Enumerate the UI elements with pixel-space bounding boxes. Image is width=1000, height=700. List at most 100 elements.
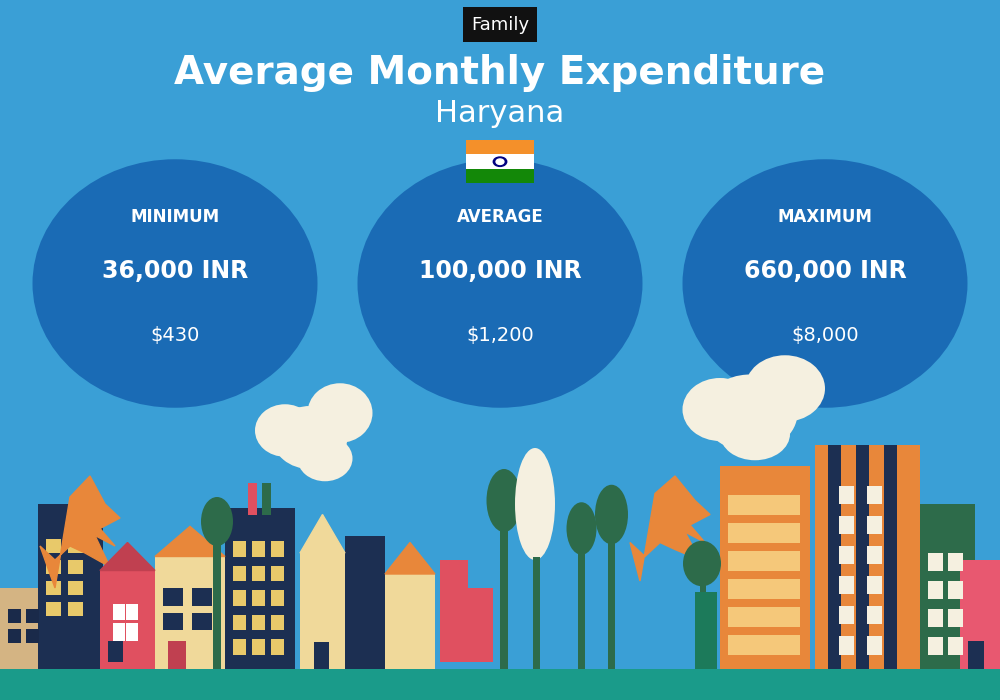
Bar — [46, 539, 61, 553]
Bar — [960, 560, 1000, 668]
Ellipse shape — [720, 407, 790, 461]
Polygon shape — [40, 476, 120, 588]
Bar — [839, 576, 854, 594]
Bar — [948, 553, 963, 570]
Bar — [252, 566, 265, 581]
Bar — [928, 553, 943, 570]
Text: 36,000 INR: 36,000 INR — [102, 259, 248, 283]
Bar — [233, 639, 246, 654]
Bar — [252, 590, 265, 606]
Bar — [168, 640, 186, 668]
Bar — [968, 640, 984, 668]
Bar — [884, 444, 897, 668]
Text: Haryana: Haryana — [435, 99, 565, 128]
Text: 660,000 INR: 660,000 INR — [744, 259, 906, 283]
Bar — [300, 553, 345, 668]
Bar — [108, 640, 123, 661]
Ellipse shape — [272, 406, 348, 469]
Bar — [100, 570, 155, 668]
Polygon shape — [100, 542, 155, 570]
Bar — [271, 639, 284, 654]
Ellipse shape — [682, 378, 758, 441]
Bar — [46, 560, 61, 574]
Ellipse shape — [298, 435, 352, 482]
Bar — [345, 536, 385, 668]
Bar — [578, 546, 585, 668]
Bar — [68, 581, 83, 595]
Bar — [920, 504, 975, 668]
Text: AVERAGE: AVERAGE — [457, 208, 543, 226]
Ellipse shape — [745, 356, 825, 421]
Bar — [728, 607, 800, 626]
Bar — [8, 609, 21, 623]
Bar — [728, 551, 800, 570]
Bar — [252, 541, 265, 556]
Ellipse shape — [683, 540, 721, 587]
Bar — [68, 539, 83, 553]
Bar — [839, 546, 854, 564]
Polygon shape — [155, 526, 225, 556]
Bar — [500, 514, 508, 668]
Bar — [728, 495, 800, 514]
Bar — [163, 612, 183, 630]
Bar — [0, 668, 1000, 700]
Bar — [440, 560, 468, 661]
Bar — [828, 444, 841, 668]
Text: $430: $430 — [150, 326, 200, 346]
Circle shape — [496, 159, 504, 164]
Bar — [839, 486, 854, 504]
Bar — [126, 604, 138, 620]
Bar — [68, 602, 83, 616]
Bar — [163, 588, 183, 606]
Ellipse shape — [566, 503, 596, 554]
Bar — [608, 536, 615, 668]
Bar — [700, 578, 706, 668]
Bar — [192, 612, 212, 630]
Bar — [252, 639, 265, 654]
Bar — [466, 155, 534, 169]
Ellipse shape — [255, 405, 315, 457]
Bar — [928, 637, 943, 654]
Bar — [728, 635, 800, 654]
Ellipse shape — [486, 469, 522, 532]
Bar — [867, 546, 882, 564]
Bar — [815, 444, 920, 668]
Bar — [466, 169, 534, 183]
Bar — [720, 466, 810, 668]
Text: $1,200: $1,200 — [466, 326, 534, 346]
Bar — [533, 556, 540, 668]
Bar — [46, 602, 61, 616]
Polygon shape — [385, 542, 435, 574]
Bar — [233, 615, 246, 630]
Bar — [948, 637, 963, 654]
Text: $8,000: $8,000 — [791, 326, 859, 346]
Bar — [233, 541, 246, 556]
Ellipse shape — [595, 484, 628, 545]
Bar — [948, 581, 963, 598]
Bar — [271, 615, 284, 630]
Bar — [928, 609, 943, 626]
Bar — [867, 636, 882, 655]
Ellipse shape — [32, 160, 318, 407]
Bar — [728, 579, 800, 598]
Bar — [225, 508, 295, 668]
Ellipse shape — [515, 448, 555, 560]
Bar — [839, 636, 854, 655]
Bar — [213, 542, 221, 668]
Bar — [26, 629, 39, 643]
Bar — [839, 516, 854, 534]
Bar — [233, 566, 246, 581]
Bar — [155, 556, 225, 668]
Text: MAXIMUM: MAXIMUM — [778, 208, 872, 226]
Bar — [271, 590, 284, 606]
Bar — [68, 560, 83, 574]
Bar — [192, 588, 212, 606]
Bar — [928, 581, 943, 598]
Ellipse shape — [682, 160, 968, 407]
Bar — [113, 604, 125, 620]
Bar — [262, 483, 271, 514]
Bar — [252, 615, 265, 630]
Bar — [468, 588, 493, 662]
Bar — [248, 483, 257, 514]
Polygon shape — [630, 476, 710, 581]
